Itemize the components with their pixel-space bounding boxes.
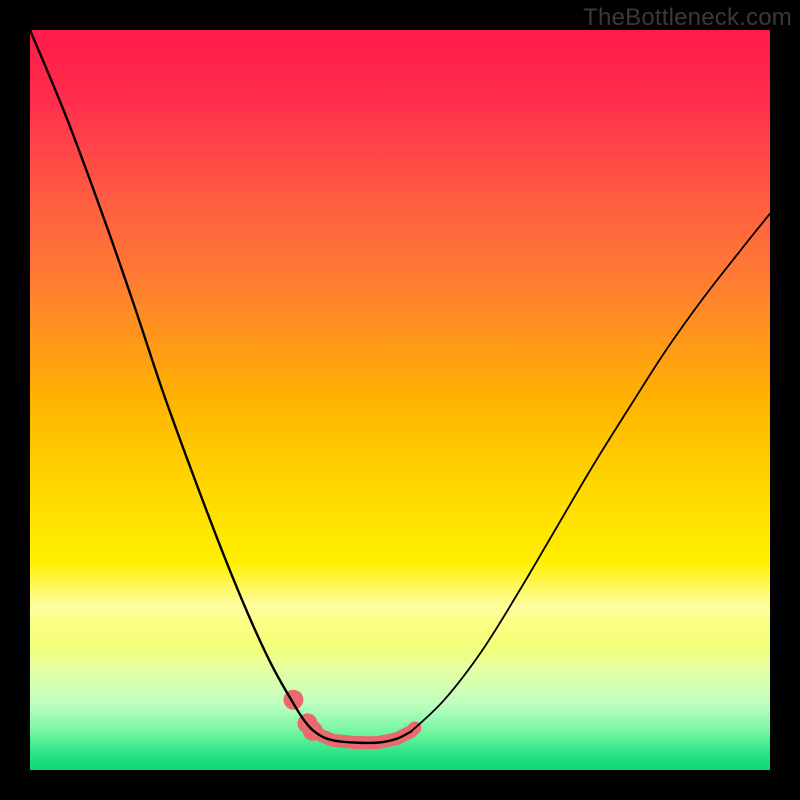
chart-stage: TheBottleneck.com (0, 0, 800, 800)
bottleneck-chart (0, 0, 800, 800)
white-band-overlay (30, 30, 770, 770)
plot-area (30, 30, 770, 770)
